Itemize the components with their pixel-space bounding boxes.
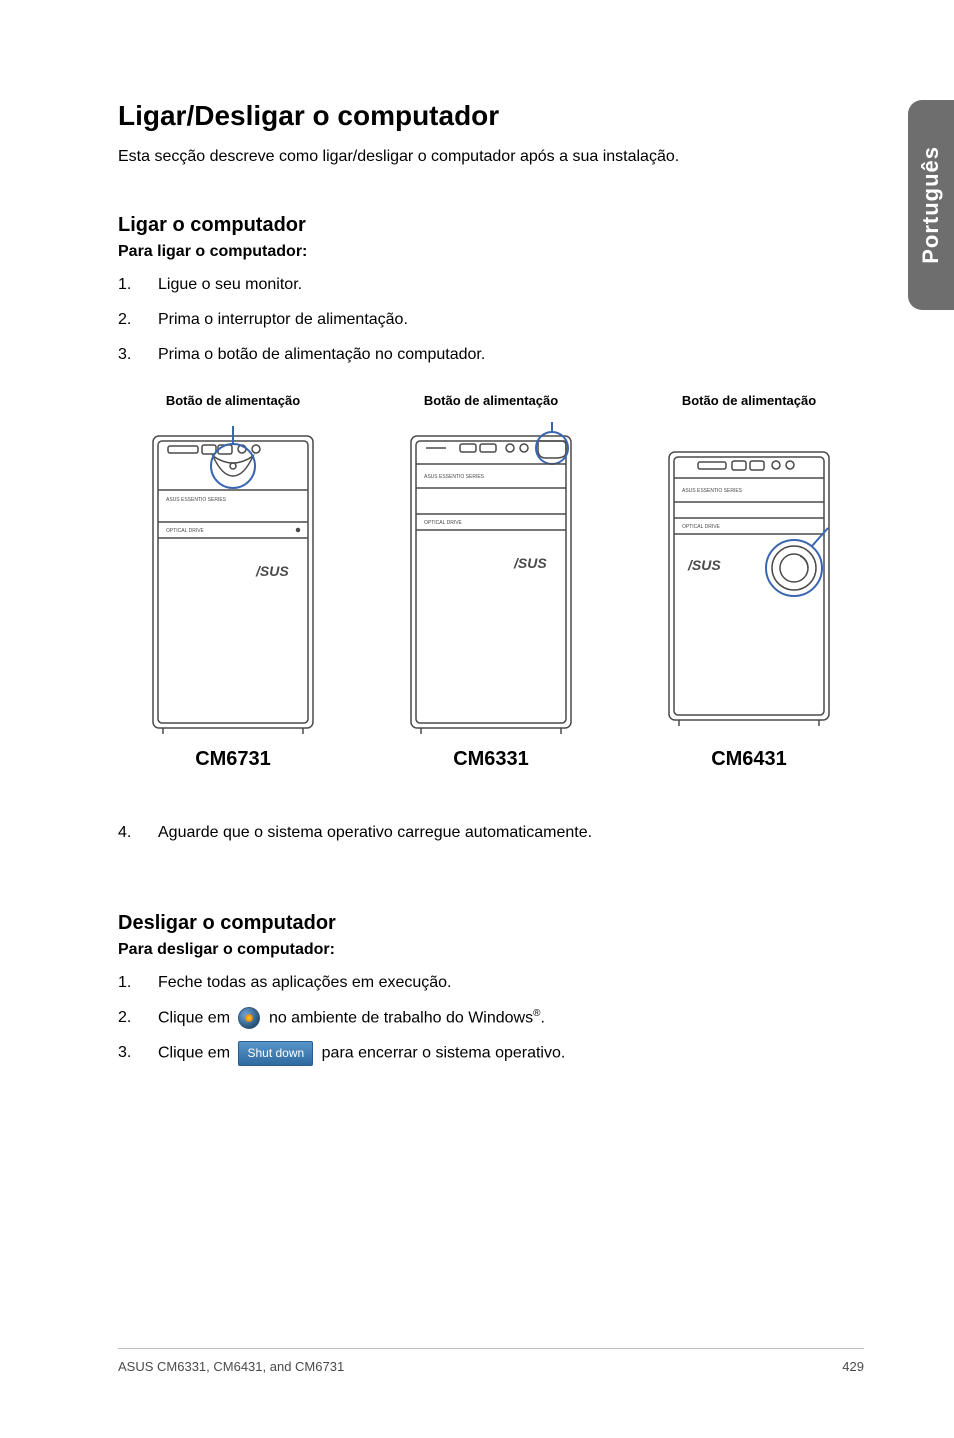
diagram-col: Botão de alimentação ASUS ESSENTIO SERIE… (634, 393, 864, 771)
svg-text:ASUS ESSENTIO SERIES: ASUS ESSENTIO SERIES (166, 497, 227, 503)
step-number: 2. (118, 308, 158, 333)
svg-text:OPTICAL DRIVE: OPTICAL DRIVE (682, 524, 721, 530)
section-on-title: Ligar o computador (118, 214, 864, 237)
section-off-subtitle: Para desligar o computador: (118, 941, 864, 959)
list-item: 3.Prima o botão de alimentação no comput… (118, 343, 864, 368)
svg-text:OPTICAL DRIVE: OPTICAL DRIVE (424, 520, 463, 526)
diagrams-row: Botão de alimentação (118, 393, 864, 771)
list-item: 1.Feche todas as aplicações em execução. (118, 971, 864, 996)
power-button-label: Botão de alimentação (424, 393, 558, 408)
section-on-subtitle: Para ligar o computador: (118, 243, 864, 261)
footer-left: ASUS CM6331, CM6431, and CM6731 (118, 1359, 344, 1374)
step-number: 3. (118, 1041, 158, 1066)
tower-diagram-cm6431: ASUS ESSENTIO SERIES OPTICAL DRIVE /SUS (654, 418, 844, 738)
svg-text:OPTICAL DRIVE: OPTICAL DRIVE (166, 528, 205, 534)
language-tab: Português (908, 100, 954, 310)
text-fragment: . (540, 1009, 544, 1026)
page-title: Ligar/Desligar o computador (118, 100, 864, 132)
section-on-steps: 1.Ligue o seu monitor. 2.Prima o interru… (118, 273, 864, 367)
step-text: Prima o interruptor de alimentação. (158, 308, 864, 333)
step-text: Aguarde que o sistema operativo carregue… (158, 821, 864, 846)
svg-text:/SUS: /SUS (687, 557, 721, 573)
step-text: Prima o botão de alimentação no computad… (158, 343, 864, 368)
step-number: 1. (118, 971, 158, 996)
step-text: Clique em no ambiente de trabalho do Win… (158, 1006, 864, 1031)
step-text: Ligue o seu monitor. (158, 273, 864, 298)
list-item: 2.Prima o interruptor de alimentação. (118, 308, 864, 333)
tower-diagram-cm6731: ASUS ESSENTIO SERIES OPTICAL DRIVE /SUS (138, 418, 328, 738)
text-fragment: para encerrar o sistema operativo. (322, 1045, 566, 1062)
text-fragment: Clique em (158, 1009, 230, 1026)
model-label: CM6731 (195, 748, 271, 771)
section-off-title: Desligar o computador (118, 912, 864, 935)
footer-page-number: 429 (842, 1359, 864, 1374)
power-button-label: Botão de alimentação (682, 393, 816, 408)
svg-text:ASUS ESSENTIO SERIES: ASUS ESSENTIO SERIES (424, 474, 485, 480)
start-orb-icon (238, 1007, 260, 1029)
shutdown-button-icon: Shut down (238, 1041, 313, 1066)
section-on-step4-list: 4.Aguarde que o sistema operativo carreg… (118, 821, 864, 846)
step-text: Clique em Shut down para encerrar o sist… (158, 1041, 864, 1066)
power-button-label: Botão de alimentação (166, 393, 300, 408)
model-label: CM6331 (453, 748, 529, 771)
step-text: Feche todas as aplicações em execução. (158, 971, 864, 996)
step-number: 4. (118, 821, 158, 846)
text-fragment: no ambiente de trabalho do Windows (269, 1009, 533, 1026)
text-fragment: Clique em (158, 1045, 230, 1062)
list-item: 4.Aguarde que o sistema operativo carreg… (118, 821, 864, 846)
language-tab-label: Português (918, 146, 944, 264)
svg-text:/SUS: /SUS (255, 563, 289, 579)
list-item: 3. Clique em Shut down para encerrar o s… (118, 1041, 864, 1066)
list-item: 2. Clique em no ambiente de trabalho do … (118, 1006, 864, 1031)
step-number: 1. (118, 273, 158, 298)
model-label: CM6431 (711, 748, 787, 771)
diagram-col: Botão de alimentação (376, 393, 606, 771)
diagram-col: Botão de alimentação (118, 393, 348, 771)
svg-text:/SUS: /SUS (513, 555, 547, 571)
svg-text:ASUS ESSENTIO SERIES: ASUS ESSENTIO SERIES (682, 488, 743, 494)
step-number: 2. (118, 1006, 158, 1031)
page-footer: ASUS CM6331, CM6431, and CM6731 429 (118, 1348, 864, 1374)
intro-text: Esta secção descreve como ligar/desligar… (118, 148, 864, 166)
tower-diagram-cm6331: ASUS ESSENTIO SERIES OPTICAL DRIVE /SUS (396, 418, 586, 738)
section-off-steps: 1.Feche todas as aplicações em execução.… (118, 971, 864, 1066)
list-item: 1.Ligue o seu monitor. (118, 273, 864, 298)
step-number: 3. (118, 343, 158, 368)
